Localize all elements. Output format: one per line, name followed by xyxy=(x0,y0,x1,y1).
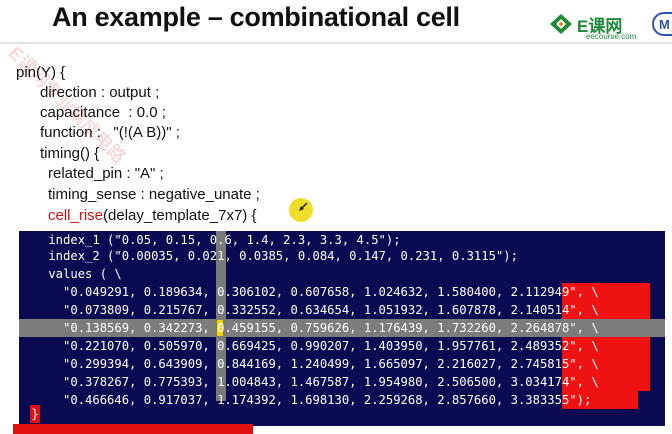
mouse-pointer-icon xyxy=(299,202,308,211)
terminal-values-row: "0.299394, 0.643909, 0.844169, 1.240499,… xyxy=(19,357,599,371)
terminal-values-row: "0.466646, 0.917037, 1.174392, 1.698130,… xyxy=(19,393,592,407)
cell-rise-template: (delay_template_7x7) { xyxy=(103,207,257,224)
terminal-values-row: "0.221070, 0.505970, 0.669425, 0.990207,… xyxy=(19,339,599,353)
selected-row-highlight xyxy=(19,319,665,337)
cell-rise-keyword: cell_rise xyxy=(48,207,104,224)
code-line-related-pin: related_pin : "A" ; xyxy=(48,165,164,182)
terminal-line-index2: index_2 ("0.00035, 0.021, 0.0385, 0.084,… xyxy=(19,249,518,263)
red-cell-highlight xyxy=(562,301,650,319)
column-selection-highlight xyxy=(216,231,226,401)
partner-badge: M xyxy=(652,12,672,36)
ecourse-logo: E课网 eecourse.com M xyxy=(548,8,672,41)
terminal-values-row: "0.049291, 0.189634, 0.306102, 0.607658,… xyxy=(19,285,599,299)
logo-brand-text: E课网 xyxy=(577,17,623,36)
code-line-capacitance: capacitance : 0.0 ; xyxy=(40,104,166,121)
terminal-values-row: "0.378267, 0.775393, 1.004843, 1.467587,… xyxy=(19,375,599,389)
text-cursor xyxy=(217,320,223,336)
code-line-timing: timing() { xyxy=(40,145,100,162)
red-cell-highlight xyxy=(562,391,638,409)
terminal-values-row: "0.073809, 0.215767, 0.332552, 0.634654,… xyxy=(19,303,599,317)
logo-site-text: eecourse.com xyxy=(586,32,637,41)
code-line-pin: pin(Y) { xyxy=(16,64,66,81)
bottom-red-bar xyxy=(13,424,253,434)
code-line-direction: direction : output ; xyxy=(40,84,160,101)
terminal-line-index1: index_1 ("0.05, 0.15, 0.6, 1.4, 2.3, 3.3… xyxy=(19,233,401,247)
terminal-window[interactable]: index_1 ("0.05, 0.15, 0.6, 1.4, 2.3, 3.3… xyxy=(19,231,665,426)
code-line-function: function : "(!(A B))" ; xyxy=(40,124,180,141)
code-line-cell-rise: cell_rise(delay_template_7x7) { xyxy=(48,206,256,225)
code-line-timing-sense: timing_sense : negative_unate ; xyxy=(48,186,260,203)
ecourse-logo-icon xyxy=(550,14,572,34)
terminal-line-values: values ( \ xyxy=(19,267,122,281)
red-cell-highlight xyxy=(562,355,650,373)
red-cell-highlight xyxy=(562,337,650,355)
slide-title: An example – combinational cell xyxy=(52,2,460,32)
terminal-values-row: "0.138569, 0.342273, 0.459155, 0.759626,… xyxy=(19,321,599,335)
red-cell-highlight xyxy=(562,373,650,391)
title-divider xyxy=(0,42,672,44)
terminal-closing-brace: } xyxy=(30,405,40,423)
partner-badge-letter: M xyxy=(659,17,670,32)
red-cell-highlight xyxy=(562,283,650,301)
